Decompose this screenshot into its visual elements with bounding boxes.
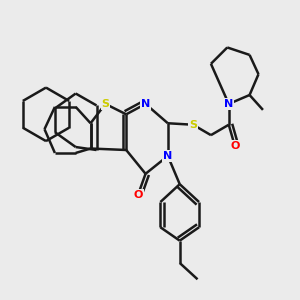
Text: S: S xyxy=(101,99,110,109)
Text: N: N xyxy=(163,151,172,161)
Text: S: S xyxy=(189,120,197,130)
Text: O: O xyxy=(230,140,239,151)
Text: O: O xyxy=(134,190,143,200)
Text: N: N xyxy=(224,99,233,109)
Text: N: N xyxy=(141,99,150,109)
